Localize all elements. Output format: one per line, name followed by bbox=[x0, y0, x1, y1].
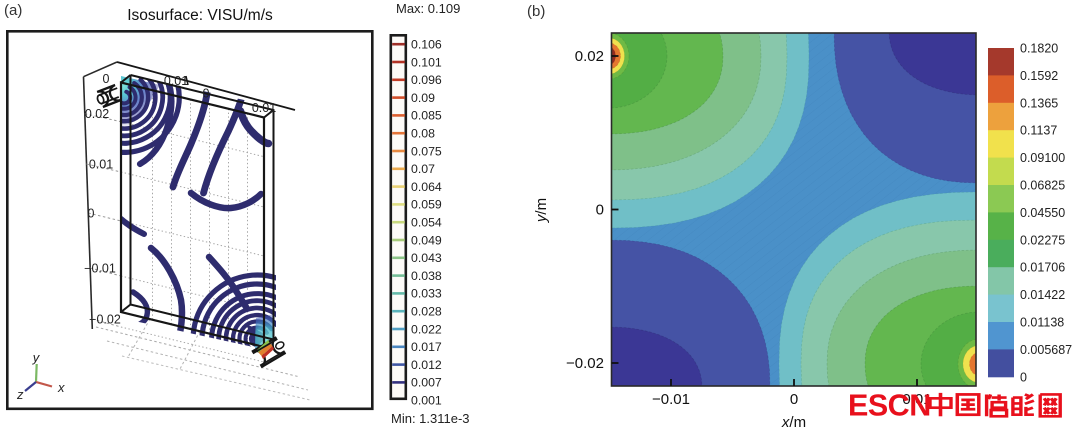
svg-text:0.101: 0.101 bbox=[411, 55, 442, 69]
svg-text:0.01138: 0.01138 bbox=[1020, 316, 1064, 330]
svg-text:−0.01: −0.01 bbox=[84, 262, 116, 276]
svg-text:y: y bbox=[32, 350, 41, 365]
svg-text:0: 0 bbox=[203, 87, 210, 101]
svg-text:0.043: 0.043 bbox=[411, 251, 442, 265]
svg-text:0: 0 bbox=[790, 391, 798, 408]
svg-text:0.038: 0.038 bbox=[411, 269, 442, 283]
svg-text:0.1592: 0.1592 bbox=[1020, 69, 1058, 83]
svg-text:0: 0 bbox=[88, 207, 95, 221]
svg-text:0.005687: 0.005687 bbox=[1020, 343, 1072, 357]
svg-text:0: 0 bbox=[103, 72, 110, 86]
svg-text:0.017: 0.017 bbox=[411, 340, 442, 354]
svg-text:x/m: x/m bbox=[781, 414, 806, 431]
svg-text:0.085: 0.085 bbox=[411, 109, 442, 123]
svg-text:0.064: 0.064 bbox=[411, 180, 442, 194]
svg-text:0.01: 0.01 bbox=[89, 158, 113, 172]
svg-text:0.09100: 0.09100 bbox=[1020, 151, 1065, 165]
svg-text:Isosurface: VISU/m/s: Isosurface: VISU/m/s bbox=[127, 7, 273, 24]
svg-text:(b): (b) bbox=[527, 3, 545, 20]
svg-text:0.08: 0.08 bbox=[411, 127, 435, 141]
svg-text:0.028: 0.028 bbox=[411, 305, 442, 319]
svg-text:0.02275: 0.02275 bbox=[1020, 233, 1065, 247]
svg-text:Min: 1.311e-3: Min: 1.311e-3 bbox=[391, 411, 470, 426]
svg-text:0.01: 0.01 bbox=[252, 101, 276, 115]
svg-text:0.06825: 0.06825 bbox=[1020, 179, 1065, 193]
svg-text:0.01706: 0.01706 bbox=[1020, 261, 1065, 275]
svg-text:ESCN: ESCN bbox=[848, 389, 931, 423]
svg-text:z: z bbox=[16, 387, 24, 402]
svg-text:0.012: 0.012 bbox=[411, 358, 442, 372]
svg-text:0.02: 0.02 bbox=[575, 48, 604, 65]
svg-text:0: 0 bbox=[596, 202, 604, 219]
svg-text:0.007: 0.007 bbox=[411, 376, 442, 390]
svg-text:0.1365: 0.1365 bbox=[1020, 96, 1058, 110]
svg-text:−0.01: −0.01 bbox=[652, 391, 690, 408]
svg-text:0.022: 0.022 bbox=[411, 322, 442, 336]
svg-text:−0.02: −0.02 bbox=[566, 355, 604, 372]
svg-text:0.09: 0.09 bbox=[411, 91, 435, 105]
svg-text:0.106: 0.106 bbox=[411, 38, 442, 52]
svg-text:0.04550: 0.04550 bbox=[1020, 206, 1065, 220]
svg-text:0.02: 0.02 bbox=[85, 107, 109, 121]
svg-text:0.01422: 0.01422 bbox=[1020, 288, 1065, 302]
svg-text:0.01: 0.01 bbox=[902, 391, 931, 408]
svg-text:0.1820: 0.1820 bbox=[1020, 42, 1058, 56]
svg-text:x: x bbox=[57, 380, 65, 395]
svg-text:0.059: 0.059 bbox=[411, 198, 442, 212]
svg-text:0.049: 0.049 bbox=[411, 233, 442, 247]
svg-text:0: 0 bbox=[1020, 370, 1027, 384]
svg-text:−0.02: −0.02 bbox=[89, 313, 121, 327]
svg-text:0.01: 0.01 bbox=[164, 74, 188, 88]
svg-text:y/m: y/m bbox=[533, 198, 550, 223]
svg-text:(a): (a) bbox=[4, 2, 22, 19]
svg-text:0.096: 0.096 bbox=[411, 73, 442, 87]
svg-text:0.001: 0.001 bbox=[411, 394, 442, 408]
svg-text:0.075: 0.075 bbox=[411, 144, 442, 158]
svg-text:0.054: 0.054 bbox=[411, 216, 442, 230]
svg-text:0.033: 0.033 bbox=[411, 287, 442, 301]
svg-text:0.07: 0.07 bbox=[411, 162, 435, 176]
svg-text:Max: 0.109: Max: 0.109 bbox=[396, 1, 460, 16]
svg-text:0.1137: 0.1137 bbox=[1020, 124, 1057, 138]
